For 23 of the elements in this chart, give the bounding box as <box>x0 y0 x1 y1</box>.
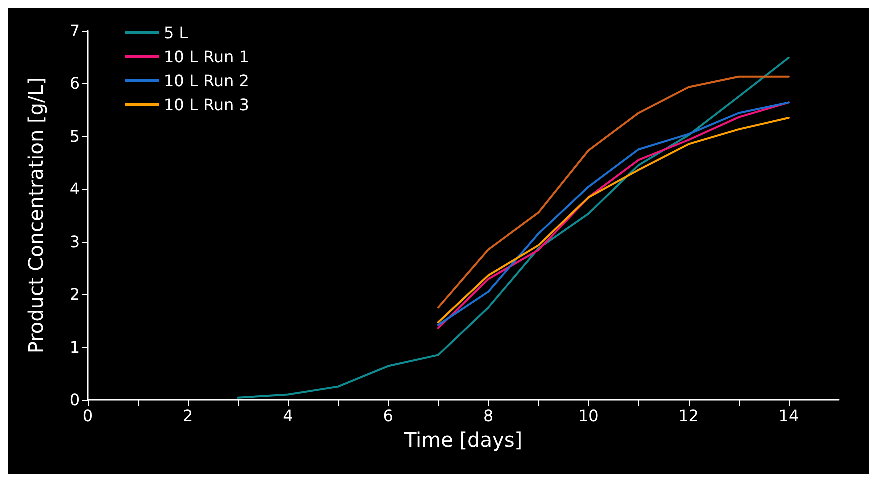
y-tick-label: 0 <box>70 390 80 410</box>
y-tick-label: 1 <box>70 338 80 357</box>
y-tick-label: 2 <box>70 285 80 304</box>
y-tick-label: 7 <box>70 22 80 40</box>
x-tick-label: 8 <box>483 406 494 426</box>
x-tick-label: 14 <box>778 406 800 426</box>
x-tick-label: 4 <box>283 406 294 426</box>
y-tick-label: 5 <box>70 126 80 146</box>
legend-label: 10 L Run 3 <box>164 96 250 114</box>
legend-label: 10 L Run 1 <box>164 48 250 66</box>
y-axis-title: Product Concentration [g/L] <box>24 77 48 354</box>
y-tick-label: 3 <box>70 232 80 252</box>
x-tick-label: 10 <box>578 406 599 426</box>
x-tick-label: 2 <box>183 406 194 426</box>
x-tick-label: 6 <box>383 406 394 426</box>
x-tick-label: 0 <box>82 406 94 426</box>
x-axis-title: Time [days] <box>403 428 523 452</box>
legend-label: 10 L Run 2 <box>164 72 250 90</box>
legend-label: 5 L <box>164 24 188 42</box>
y-tick-label: 4 <box>70 180 80 199</box>
line-series <box>437 76 790 309</box>
y-tick-label: 6 <box>70 74 80 94</box>
x-tick-label: 12 <box>678 406 699 426</box>
